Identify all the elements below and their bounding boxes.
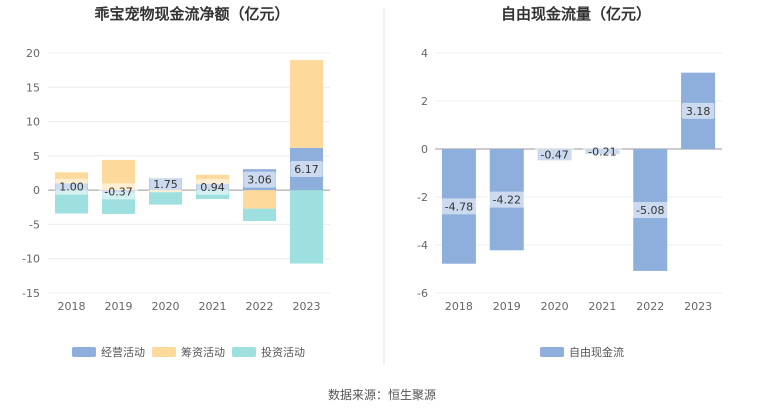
right-data-label: -4.22 [493, 194, 521, 207]
left-data-label: 3.06 [247, 174, 272, 187]
left-y-tick-label: -5 [29, 218, 40, 231]
right-data-label: -4.78 [445, 200, 473, 213]
left-x-tick-label: 2023 [293, 300, 321, 313]
left-y-tick-label: -15 [22, 287, 40, 300]
left-y-tick-label: -10 [22, 253, 40, 266]
left-data-label: 1.00 [59, 181, 84, 194]
left-y-tick-label: 0 [33, 184, 40, 197]
right-data-label: -0.21 [588, 146, 616, 159]
left-x-tick-label: 2020 [152, 300, 180, 313]
left-x-tick-label: 2021 [199, 300, 227, 313]
left-x-tick-label: 2022 [246, 300, 274, 313]
right-x-tick-label: 2018 [445, 300, 473, 313]
right-chart-title: 自由现金流量（亿元） [501, 5, 651, 23]
left-bar-投资活动-2022 [243, 208, 276, 221]
right-legend-swatch [540, 347, 564, 357]
left-legend-label: 筹资活动 [181, 345, 225, 359]
data-source-note: 数据来源：恒生聚源 [328, 387, 436, 402]
right-data-label-bg [439, 198, 479, 215]
left-y-tick-label: 20 [26, 47, 40, 60]
left-data-label: 1.75 [153, 178, 178, 191]
left-data-label-bg [243, 171, 276, 188]
left-bar-投资活动-2018 [55, 190, 88, 214]
left-data-label-bg [149, 176, 182, 193]
right-x-tick-label: 2021 [588, 300, 616, 313]
right-x-tick-label: 2020 [541, 300, 569, 313]
left-data-label-bg [55, 178, 88, 195]
left-bar-筹资活动-2022 [243, 190, 276, 209]
right-x-tick-label: 2019 [493, 300, 521, 313]
left-legend-swatch [232, 347, 256, 357]
right-data-label-bg [582, 143, 622, 160]
left-legend-swatch [152, 347, 176, 357]
right-data-label: -5.08 [636, 204, 664, 217]
left-y-tick-label: 10 [26, 116, 40, 129]
right-y-tick-label: 0 [421, 143, 428, 156]
left-bar-筹资活动-2018 [55, 172, 88, 184]
left-y-tick-label: 15 [26, 81, 40, 94]
right-data-label: -0.47 [540, 149, 568, 162]
left-legend-label: 投资活动 [261, 345, 305, 359]
left-chart-title: 乖宝宠物现金流净额（亿元） [94, 5, 289, 23]
left-x-tick-label: 2019 [105, 300, 133, 313]
left-data-label-bg [290, 160, 323, 177]
left-legend-swatch [72, 347, 96, 357]
right-y-tick-label: -6 [417, 287, 428, 300]
left-y-tick-label: 5 [33, 150, 40, 163]
right-x-tick-label: 2022 [636, 300, 664, 313]
right-y-tick-label: 2 [421, 95, 428, 108]
left-data-label-bg [196, 178, 229, 195]
right-y-tick-label: -4 [417, 239, 428, 252]
right-data-label-bg [630, 201, 670, 218]
right-y-tick-label: -2 [417, 191, 428, 204]
left-data-label: -0.37 [104, 185, 132, 198]
right-data-label-bg [535, 146, 575, 163]
left-bar-筹资活动-2023 [290, 60, 323, 148]
right-data-label: 3.18 [686, 105, 711, 118]
left-data-label: 0.94 [200, 181, 225, 194]
left-bar-投资活动-2020 [149, 192, 182, 205]
left-data-label: 6.17 [294, 163, 319, 176]
left-x-tick-label: 2018 [58, 300, 86, 313]
left-data-label-bg [99, 183, 138, 200]
left-bar-投资活动-2023 [290, 190, 323, 264]
right-data-label-bg [681, 102, 715, 119]
right-y-tick-label: 4 [421, 47, 428, 60]
right-legend-label: 自由现金流 [569, 345, 624, 359]
right-data-label-bg [487, 191, 527, 208]
left-legend-label: 经营活动 [101, 345, 145, 359]
right-x-tick-label: 2023 [684, 300, 712, 313]
